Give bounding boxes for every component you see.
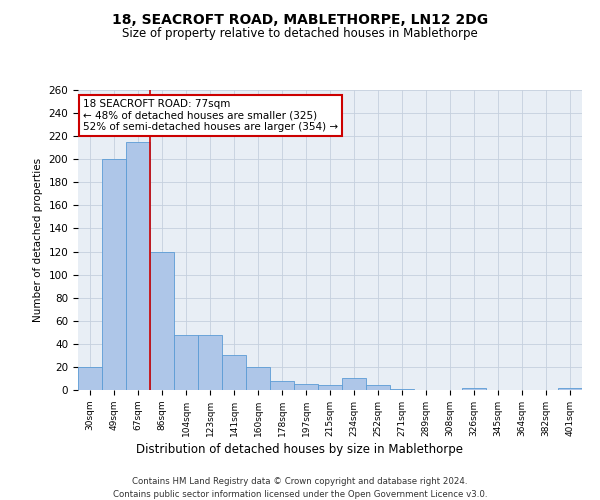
Bar <box>390 389 414 390</box>
Bar <box>270 381 294 390</box>
Bar <box>222 356 246 390</box>
Bar <box>318 386 342 390</box>
Bar <box>102 159 126 390</box>
Bar <box>198 334 222 390</box>
Bar <box>342 378 366 390</box>
Bar <box>462 388 486 390</box>
Text: Contains public sector information licensed under the Open Government Licence v3: Contains public sector information licen… <box>113 490 487 499</box>
Bar <box>246 367 270 390</box>
Bar <box>78 367 102 390</box>
Bar <box>366 386 390 390</box>
Y-axis label: Number of detached properties: Number of detached properties <box>33 158 43 322</box>
Text: Contains HM Land Registry data © Crown copyright and database right 2024.: Contains HM Land Registry data © Crown c… <box>132 478 468 486</box>
Bar <box>126 142 150 390</box>
Text: Size of property relative to detached houses in Mablethorpe: Size of property relative to detached ho… <box>122 28 478 40</box>
Bar <box>558 388 582 390</box>
Bar <box>294 384 318 390</box>
Bar <box>150 252 174 390</box>
Text: Distribution of detached houses by size in Mablethorpe: Distribution of detached houses by size … <box>137 442 464 456</box>
Text: 18 SEACROFT ROAD: 77sqm
← 48% of detached houses are smaller (325)
52% of semi-d: 18 SEACROFT ROAD: 77sqm ← 48% of detache… <box>83 99 338 132</box>
Text: 18, SEACROFT ROAD, MABLETHORPE, LN12 2DG: 18, SEACROFT ROAD, MABLETHORPE, LN12 2DG <box>112 12 488 26</box>
Bar <box>174 334 198 390</box>
